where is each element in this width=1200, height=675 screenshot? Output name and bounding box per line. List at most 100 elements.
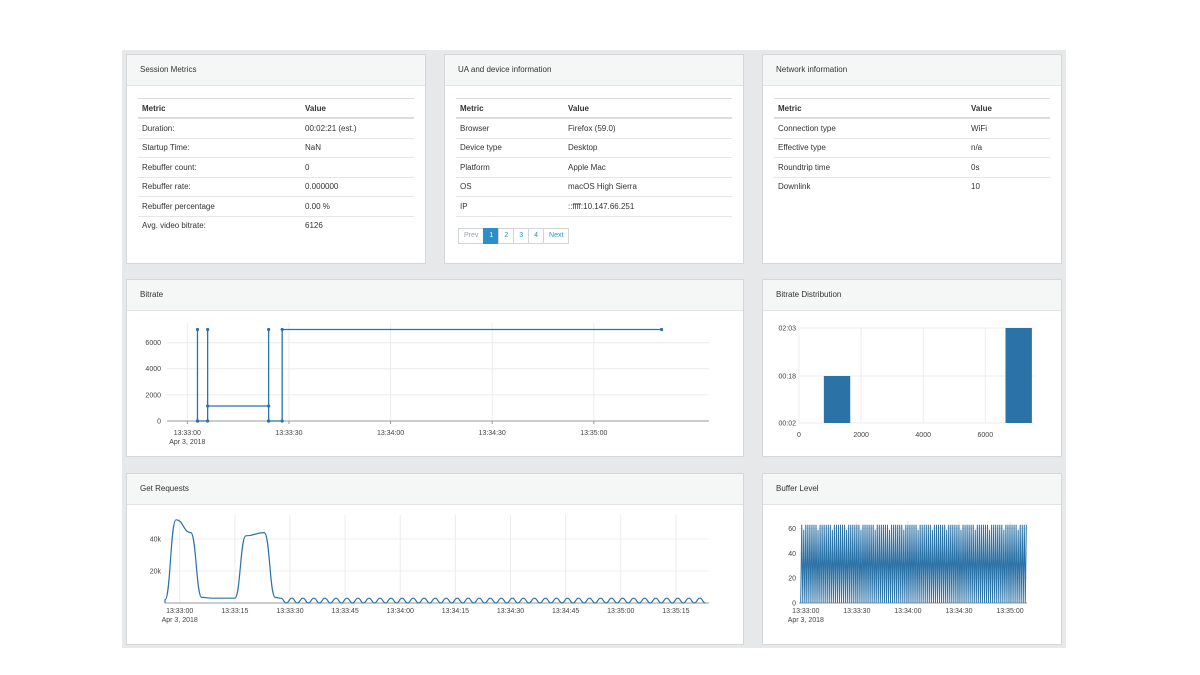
page-3-button[interactable]: 3 xyxy=(513,228,530,244)
x-tick-label: 13:33:45 xyxy=(331,608,358,615)
y-tick-label: 20 xyxy=(788,576,796,583)
table-row: OS macOS High Sierra xyxy=(456,177,732,197)
table-row: Browser Firefox (59.0) xyxy=(456,118,732,139)
bitrate-point xyxy=(267,404,271,408)
column-header: Value xyxy=(967,98,1050,119)
x-tick-label: 2000 xyxy=(853,432,869,439)
x-tick-label: 13:34:30 xyxy=(479,430,506,437)
x-tick-label: 6000 xyxy=(978,432,994,439)
x-date-label: Apr 3, 2018 xyxy=(162,617,198,624)
metric-name: Connection type xyxy=(774,118,967,139)
session-metrics-panel: Session Metrics Metric Value Duration: 00… xyxy=(126,54,426,264)
y-tick-label: 2000 xyxy=(145,392,161,399)
table-row: Effective type n/a xyxy=(774,138,1050,158)
y-tick-label: 0 xyxy=(792,601,796,608)
table-row: Rebuffer percentage 0.00 % xyxy=(138,196,414,217)
x-tick-label: 13:33:00 xyxy=(174,430,201,437)
x-tick-label: 13:34:15 xyxy=(442,608,469,615)
table-row: IP::ffff:10.147.66.251 xyxy=(456,196,732,217)
metric-name: Roundtrip time xyxy=(774,157,967,178)
y-tick-label: 0 xyxy=(157,419,161,426)
metric-name: Startup Time: xyxy=(138,138,301,158)
y-tick-label: 00:02 xyxy=(778,421,796,428)
column-header: Metric xyxy=(774,98,967,119)
panel-title: Bitrate xyxy=(127,280,743,311)
x-tick-label: 13:33:30 xyxy=(276,608,303,615)
metric-value: 00:02:21 (est.) xyxy=(301,118,414,139)
metric-value: NaN xyxy=(301,138,414,158)
column-header: Value xyxy=(564,98,732,119)
bitrate-point xyxy=(280,327,284,332)
x-tick-label: 13:33:30 xyxy=(843,608,870,615)
x-tick-label: 13:35:00 xyxy=(996,608,1023,615)
y-tick-label: 4000 xyxy=(145,366,161,373)
bitrate-panel: Bitrate 0 2000 4000 6000 13:33:00 Apr 3, 2018… xyxy=(126,279,744,457)
table-row: Roundtrip time 0s xyxy=(774,157,1050,178)
session-metrics-table: Metric Value Duration: 00:02:21 (est.) St… xyxy=(138,98,414,235)
column-header: Metric xyxy=(138,98,301,119)
panel-title: Get Requests xyxy=(127,474,743,505)
table-row: Platform Apple Mac xyxy=(456,157,732,178)
y-tick-label: 20k xyxy=(150,569,162,576)
metric-value: Firefox (59.0) xyxy=(564,118,732,139)
metric-name: Downlink xyxy=(778,182,811,192)
pagination: Prev 1 2 3 4 Next xyxy=(458,228,570,244)
bitrate-point xyxy=(267,327,271,332)
metric-value: macOS High Sierra xyxy=(564,177,732,197)
x-tick-label: 13:34:00 xyxy=(377,430,404,437)
bitrate-point xyxy=(659,327,664,332)
next-page-button[interactable]: Next xyxy=(543,228,570,244)
metric-name: IP xyxy=(456,196,564,217)
prev-page-button[interactable]: Prev xyxy=(458,228,485,244)
x-tick-label: 13:33:30 xyxy=(275,430,302,437)
x-tick-label: 13:35:00 xyxy=(607,608,634,615)
metric-value: WiFi xyxy=(967,118,1050,139)
metric-value: n/a xyxy=(967,138,1050,158)
ua-device-table: Metric Value Browser Firefox (59.0) Devic… xyxy=(456,98,732,217)
table-row: Downlink 10 xyxy=(774,177,1050,196)
y-tick-label: 60 xyxy=(788,526,796,533)
metric-name: OS xyxy=(456,177,564,197)
metric-value: 0 xyxy=(301,157,414,178)
panel-title: Bitrate Distribution xyxy=(763,280,1061,311)
metric-value: Apple Mac xyxy=(564,157,732,178)
x-tick-label: 13:33:15 xyxy=(221,608,248,615)
buffer-level-chart: 0 20 40 60 13:33:00 Apr 3, 2018 13:33:30 13:34:… xyxy=(788,521,1027,624)
network-panel: Network information Metric Value Connect… xyxy=(762,54,1062,264)
x-tick-label: 13:34:30 xyxy=(497,608,524,615)
metric-name: Device type xyxy=(456,138,564,158)
bitrate-distribution-panel: Bitrate Distribution 00:02 00:18 02:03 0 200… xyxy=(762,279,1062,457)
metric-name: Browser xyxy=(456,118,564,139)
table-header-row: Metric Value xyxy=(138,98,414,119)
x-tick-label: 0 xyxy=(797,432,801,439)
y-tick-label: 40 xyxy=(788,551,796,558)
metric-name: Effective type xyxy=(774,138,967,158)
panel-title: Session Metrics xyxy=(127,55,425,86)
metric-value: 0.000000 xyxy=(301,177,414,197)
panel-title: Network information xyxy=(763,55,1061,86)
table-row: Rebuffer rate: 0.000000 xyxy=(138,177,414,197)
page-2-button[interactable]: 2 xyxy=(498,228,515,244)
bitrate-bar xyxy=(1005,328,1032,423)
page-1-button[interactable]: 1 xyxy=(483,228,500,244)
metric-name: Platform xyxy=(456,157,564,178)
bitrate-point xyxy=(206,419,210,423)
table-row: Connection type WiFi xyxy=(774,118,1050,139)
metric-value: ::ffff:10.147.66.251 xyxy=(564,196,732,217)
bitrate-point xyxy=(195,327,200,332)
dashboard: Session Metrics Metric Value Duration: 00… xyxy=(122,50,1066,648)
table-row: Startup Time: NaN xyxy=(138,138,414,158)
x-tick-label: 13:33:00 xyxy=(166,608,193,615)
bitrate-chart: 0 2000 4000 6000 13:33:00 Apr 3, 2018 13:33:30… xyxy=(145,323,709,446)
x-date-label: Apr 3, 2018 xyxy=(169,439,205,446)
panel-title: UA and device information xyxy=(445,55,743,86)
bitrate-point xyxy=(267,419,271,423)
page-4-button[interactable]: 4 xyxy=(528,228,545,244)
x-tick-label: 13:34:30 xyxy=(945,608,972,615)
metric-name: Rebuffer count: xyxy=(138,157,301,178)
metric-name: Avg. video bitrate: xyxy=(142,221,206,231)
bitrate-point xyxy=(206,327,210,332)
x-tick-label: 13:35:00 xyxy=(580,430,607,437)
bitrate-distribution-chart: 00:02 00:18 02:03 0 2000 4000 6000 xyxy=(778,326,1035,439)
y-tick-label: 00:18 xyxy=(778,374,796,381)
